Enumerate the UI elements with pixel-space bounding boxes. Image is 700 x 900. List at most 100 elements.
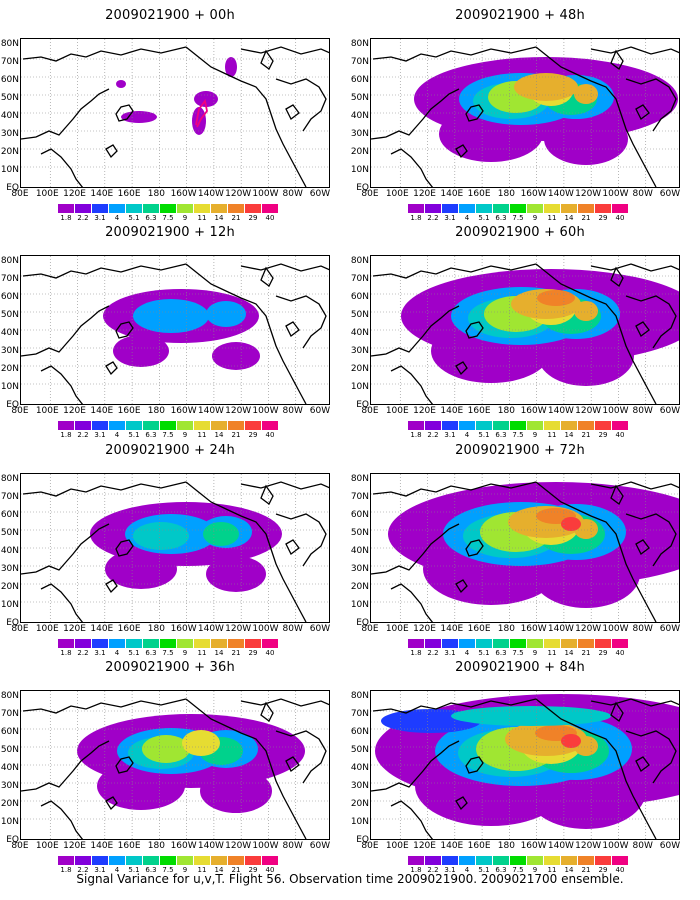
longitude-label: 160E <box>117 841 141 851</box>
variance-contour <box>203 522 239 546</box>
coastline <box>465 321 484 339</box>
colorbar-swatch <box>262 856 279 865</box>
colorbar-swatch <box>476 639 493 648</box>
colorbar-label: 5.1 <box>478 866 490 874</box>
longitude-label: 100W <box>252 841 279 851</box>
longitude-label: 80E <box>361 624 379 634</box>
variance-contour <box>200 769 272 813</box>
colorbar-swatch <box>143 204 160 213</box>
longitude-label: 120W <box>575 624 602 634</box>
colorbar-label: 9 <box>532 431 538 439</box>
colorbar-swatch <box>595 639 612 648</box>
coastline <box>635 756 650 772</box>
colorbar <box>58 856 279 865</box>
panel-title: 2009021900 + 84h <box>455 660 585 675</box>
colorbar-swatch <box>459 204 476 213</box>
longitude-label: 80W <box>282 406 303 416</box>
longitude-label: 180 <box>497 841 515 851</box>
colorbar-label: 6.3 <box>145 431 157 439</box>
variance-contour <box>133 299 209 333</box>
colorbar-label: 7.5 <box>512 214 524 222</box>
latitude-label: 50N <box>350 310 369 320</box>
variance-contour <box>116 80 126 88</box>
longitude-label: 100E <box>385 406 409 416</box>
colorbar-swatch <box>177 421 194 430</box>
colorbar-swatch <box>561 856 578 865</box>
colorbar-swatch <box>612 204 629 213</box>
coastline <box>590 481 679 490</box>
colorbar-label: 9 <box>532 866 538 874</box>
coastline <box>21 523 110 575</box>
latitude-label: EQ <box>6 835 19 845</box>
latitude-label: EQ <box>356 183 369 193</box>
latitude-label: 30N <box>350 129 369 139</box>
coastline <box>285 756 300 772</box>
coastline <box>610 484 624 505</box>
variance-contour <box>561 517 581 531</box>
colorbar-label: 4 <box>114 649 120 657</box>
latitude-label: EQ <box>6 400 19 410</box>
colorbar-label: 9 <box>532 214 538 222</box>
longitude-label: 160W <box>520 406 547 416</box>
longitude-label: 140W <box>547 841 574 851</box>
longitude-label: 140E <box>90 189 114 199</box>
variance-contour <box>97 762 185 810</box>
longitude-label: 180 <box>147 406 165 416</box>
colorbar-swatch <box>527 856 544 865</box>
coastline <box>260 701 274 722</box>
colorbar-swatch <box>92 639 109 648</box>
colorbar-swatch <box>262 639 279 648</box>
colorbar-label: 14 <box>564 431 574 439</box>
latitude-label: 10N <box>0 165 19 175</box>
colorbar-label: 3.1 <box>94 866 106 874</box>
variance-contour <box>451 706 611 726</box>
longitude-label: 80E <box>11 841 29 851</box>
colorbar-swatch <box>578 421 595 430</box>
colorbar-swatch <box>109 204 126 213</box>
coastline <box>610 49 624 70</box>
colorbar-label: 2.2 <box>427 214 439 222</box>
latitude-label: 20N <box>350 582 369 592</box>
colorbar-label: 4 <box>464 649 470 657</box>
latitude-label: 70N <box>350 709 369 719</box>
longitude-label: 120W <box>225 189 252 199</box>
variance-map <box>371 474 679 622</box>
latitude-label: 30N <box>350 781 369 791</box>
latitude-label: 60N <box>0 292 19 302</box>
colorbar-swatch <box>109 421 126 430</box>
colorbar-swatch <box>561 639 578 648</box>
colorbar-label: 9 <box>182 431 188 439</box>
colorbar-label: 5.1 <box>128 866 140 874</box>
longitude-label: 60W <box>309 406 331 416</box>
colorbar-label: 21 <box>581 214 591 222</box>
longitude-label: 80W <box>282 624 303 634</box>
longitude-label: 120W <box>575 189 602 199</box>
variance-contour <box>194 91 218 107</box>
latitude-label: 10N <box>350 382 369 392</box>
coastline <box>105 144 118 159</box>
colorbar-swatch <box>493 639 510 648</box>
colorbar-swatch <box>595 421 612 430</box>
variance-contour <box>133 522 189 550</box>
longitude-label: 140E <box>90 624 114 634</box>
coastline <box>455 796 468 811</box>
colorbar-label: 40 <box>265 866 275 874</box>
colorbar-swatch <box>75 421 92 430</box>
colorbar-swatch <box>245 204 262 213</box>
colorbar-swatch <box>493 856 510 865</box>
longitude-label: 160E <box>117 406 141 416</box>
colorbar-swatch <box>544 856 561 865</box>
colorbar-swatch <box>126 856 143 865</box>
latitude-label: 20N <box>350 799 369 809</box>
colorbar-swatch <box>211 204 228 213</box>
colorbar-label: 5.1 <box>478 214 490 222</box>
colorbar-swatch <box>143 856 160 865</box>
coastline <box>625 295 677 349</box>
colorbar-swatch <box>408 421 425 430</box>
coastline <box>40 583 84 622</box>
longitude-label: 100W <box>252 624 279 634</box>
variance-contour <box>206 556 266 592</box>
colorbar-swatch <box>561 204 578 213</box>
map-panel: 2009021900 + 12h 80N 70N 60N 50N 40N 30N 20N 10N… <box>0 225 340 440</box>
longitude-label: 60W <box>659 841 681 851</box>
